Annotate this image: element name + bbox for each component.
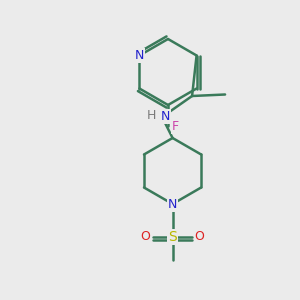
Text: O: O: [195, 230, 205, 244]
Text: N: N: [160, 110, 170, 124]
Text: N: N: [168, 197, 177, 211]
Text: O: O: [141, 230, 151, 244]
Text: F: F: [172, 119, 179, 133]
Text: S: S: [168, 230, 177, 244]
Text: N: N: [135, 49, 144, 62]
Text: H: H: [147, 109, 156, 122]
